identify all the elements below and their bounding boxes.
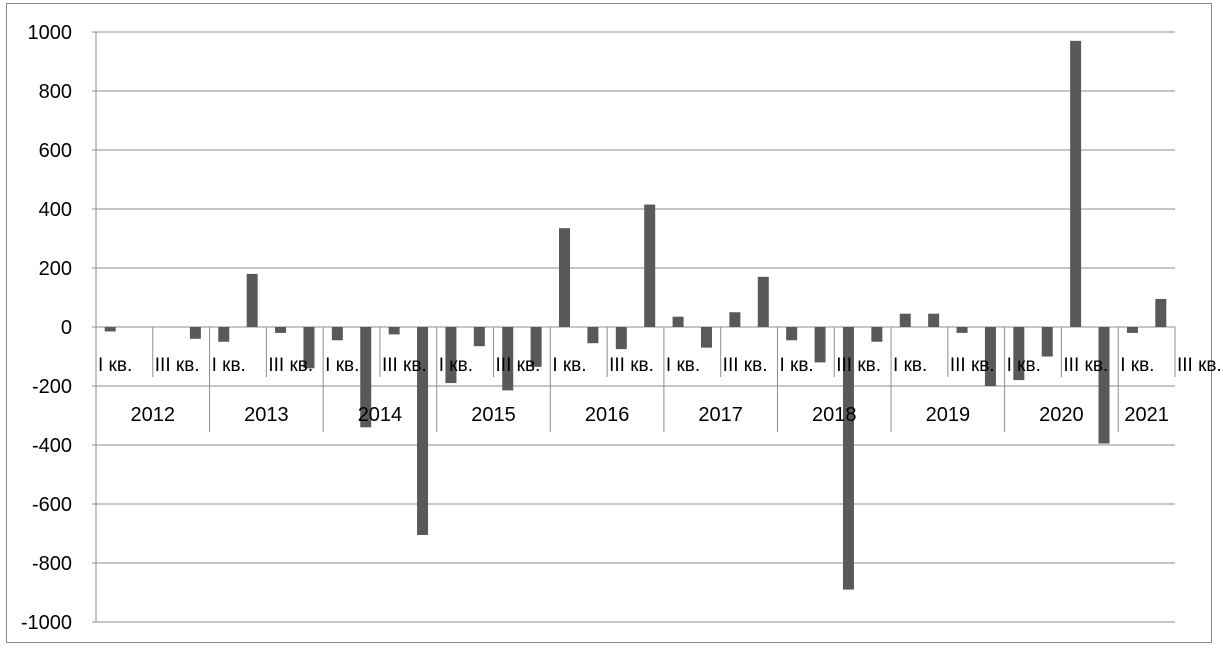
year-label: 2017	[698, 404, 743, 426]
bar	[587, 327, 599, 344]
bar	[218, 327, 230, 342]
category-label: I кв.	[1120, 355, 1154, 376]
year-label: 2013	[244, 404, 289, 426]
bar	[246, 273, 258, 327]
year-label: 2019	[926, 404, 971, 426]
bar	[842, 327, 854, 590]
bar	[928, 313, 940, 327]
category-label: I кв.	[893, 355, 927, 376]
category-label: I кв.	[1007, 355, 1041, 376]
bar	[672, 316, 684, 327]
bar	[473, 327, 485, 347]
y-tick-label: 600	[39, 140, 72, 162]
category-label: III кв.	[1063, 355, 1108, 376]
bar	[104, 327, 116, 332]
bar	[331, 327, 343, 341]
bar	[502, 327, 514, 391]
category-label: I кв.	[552, 355, 586, 376]
y-tick-label: 1000	[28, 22, 73, 44]
bar	[814, 327, 826, 363]
year-label: 2014	[358, 404, 403, 426]
bar	[700, 327, 712, 348]
bars	[104, 40, 1167, 590]
bar	[615, 327, 627, 350]
year-label: 2018	[812, 404, 857, 426]
bar	[303, 327, 315, 369]
bar	[899, 313, 911, 327]
bar	[388, 327, 400, 335]
bar	[530, 327, 542, 367]
category-label: I кв.	[439, 355, 473, 376]
y-tick-label: -200	[32, 376, 72, 398]
bar	[757, 276, 769, 327]
category-label: I кв.	[779, 355, 813, 376]
y-tick-label: 800	[39, 81, 72, 103]
y-tick-label: -1000	[21, 612, 72, 634]
bar	[1098, 327, 1110, 444]
category-label: I кв.	[666, 355, 700, 376]
category-label: III кв.	[496, 355, 541, 376]
bar	[1013, 327, 1025, 381]
category-label: III кв.	[950, 355, 995, 376]
bar	[1126, 327, 1138, 333]
bar	[275, 327, 287, 333]
bar	[559, 228, 571, 327]
y-tick-label: -800	[32, 553, 72, 575]
bar	[1070, 40, 1082, 327]
category-label: III кв.	[1177, 355, 1220, 376]
y-tick-label: -600	[32, 494, 72, 516]
category-label: I кв.	[325, 355, 359, 376]
category-label: III кв.	[609, 355, 654, 376]
y-tick-label: 0	[61, 317, 72, 339]
bar	[1041, 327, 1053, 357]
bar	[1155, 298, 1167, 327]
x-category-axis: I кв. III кв. I кв. III кв. I кв. III кв. I кв…	[95, 327, 1220, 432]
category-label: III кв.	[268, 355, 313, 376]
bar	[956, 327, 968, 333]
bar	[729, 312, 741, 327]
bar	[445, 327, 457, 384]
category-label: III кв.	[723, 355, 768, 376]
category-label: III кв.	[836, 355, 881, 376]
bar	[786, 327, 798, 341]
y-tick-label: 400	[39, 199, 72, 221]
year-label: 2016	[585, 404, 630, 426]
category-label: III кв.	[155, 355, 200, 376]
y-tick-labels: 1000 800 600 400 200 0 -200 -400 -600 -800 -1000	[21, 22, 72, 634]
year-label: 2020	[1039, 404, 1084, 426]
bar	[871, 327, 883, 342]
category-label: III кв.	[382, 355, 427, 376]
bar	[417, 327, 429, 535]
chart-frame	[6, 3, 1212, 643]
bar	[360, 327, 372, 428]
bar	[984, 327, 996, 386]
year-label: 2021	[1124, 404, 1169, 426]
y-tick-label: 200	[39, 258, 72, 280]
y-tick-label: -400	[32, 435, 72, 457]
bar	[189, 327, 201, 339]
category-label: I кв.	[212, 355, 246, 376]
year-label: 2012	[131, 404, 176, 426]
category-label: I кв.	[98, 355, 132, 376]
year-label: 2015	[471, 404, 516, 426]
bar	[644, 204, 656, 327]
